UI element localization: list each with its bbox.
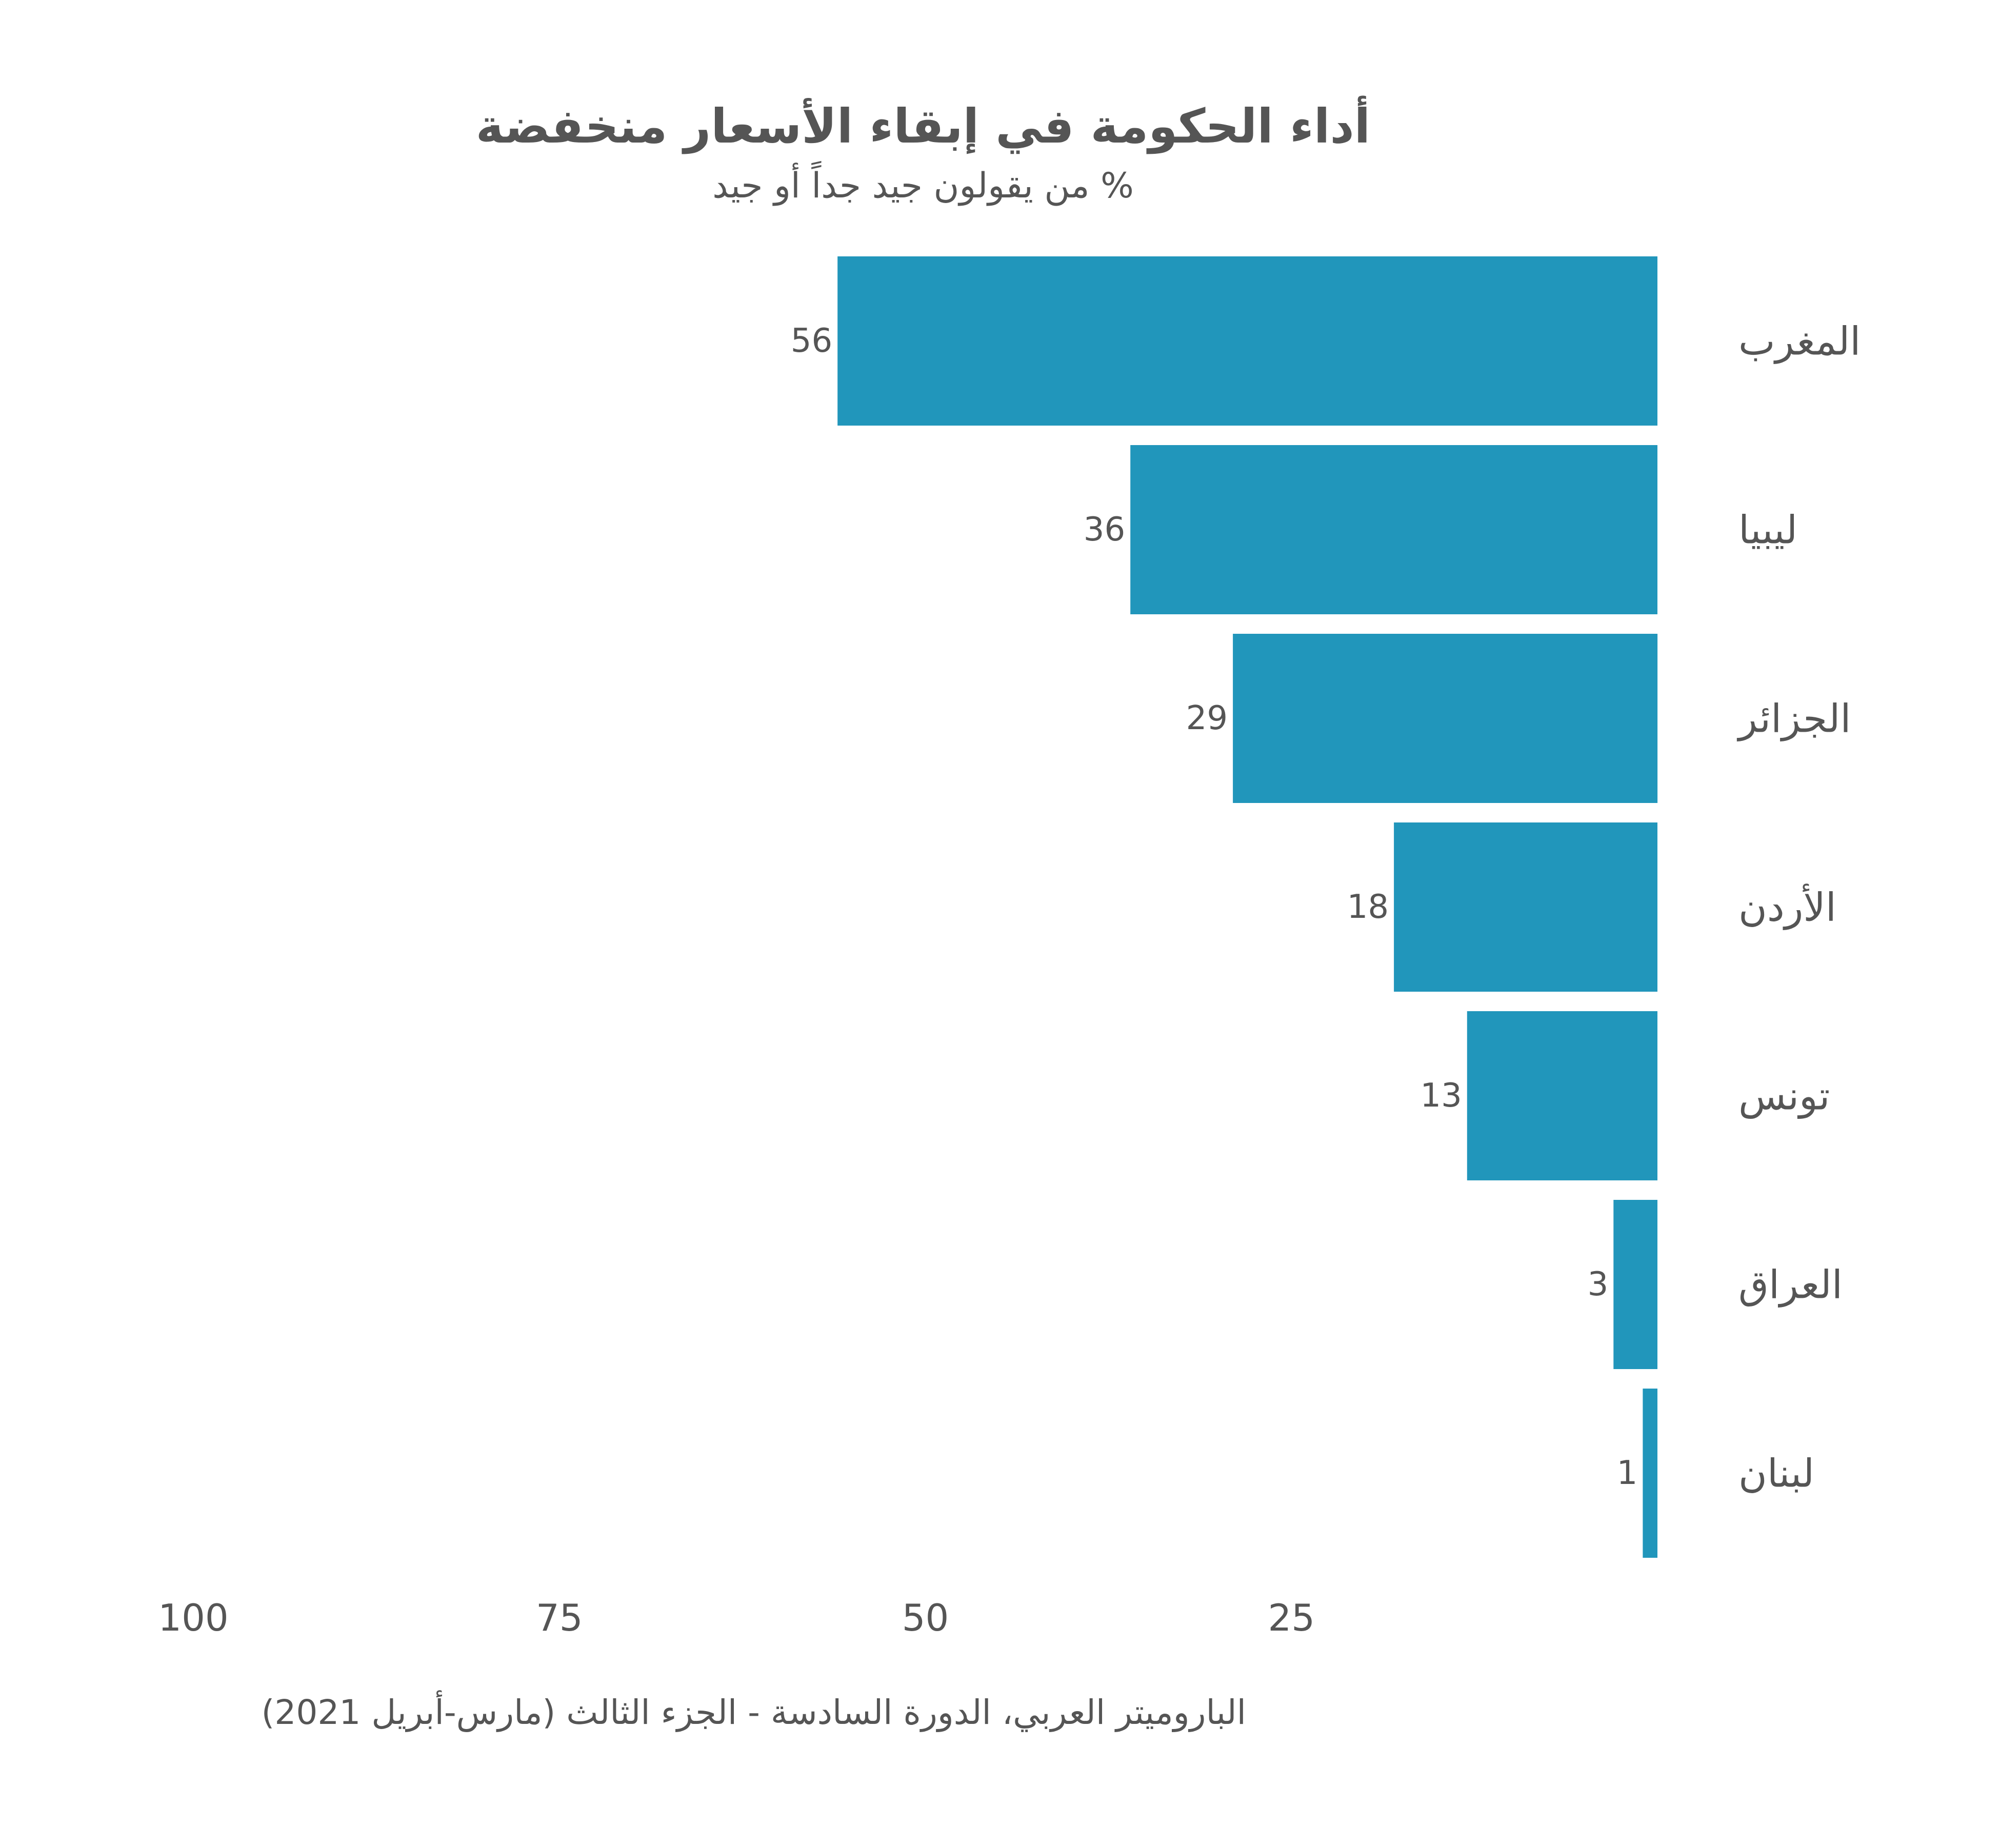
bar-value-label: 36 [1084, 511, 1125, 549]
bar-value-label: 18 [1347, 888, 1389, 926]
category-label: الجزائر [1736, 696, 1851, 742]
category-label: لبنان [1738, 1451, 1814, 1496]
x-tick-label: 100 [158, 1596, 228, 1639]
category-label: ليبيا [1738, 507, 1797, 553]
bar-2 [1130, 445, 1657, 614]
category-label: تونس [1738, 1073, 1830, 1119]
bar-value-label: 1 [1617, 1454, 1638, 1492]
chart-source: الباروميتر العربي، الدورة السادسة - الجز… [262, 1690, 1246, 1732]
bar-5 [1467, 1011, 1657, 1180]
x-tick-label: 75 [536, 1596, 583, 1639]
value-labels-group: 56 36 29 18 13 3 1 [791, 322, 1638, 1492]
bar-6 [1613, 1200, 1657, 1369]
x-axis-tick-labels: 100 75 50 25 [158, 1596, 1315, 1639]
category-label: الأردن [1738, 884, 1836, 931]
bar-7 [1643, 1389, 1657, 1558]
chart-title: أداء الحكومة في إبقاء الأسعار منخفضة [476, 95, 1370, 154]
x-tick-label: 25 [1268, 1596, 1315, 1639]
category-label: المغرب [1738, 318, 1861, 365]
bar-1 [837, 256, 1657, 426]
bar-value-label: 13 [1420, 1077, 1462, 1115]
bar-3 [1233, 634, 1658, 803]
bar-value-label: 3 [1588, 1266, 1609, 1303]
x-tick-label: 50 [902, 1596, 949, 1639]
bar-value-label: 29 [1186, 699, 1228, 737]
chart-subtitle: % من يقولون جيد جداً أو جيد [712, 160, 1134, 206]
bar-value-label: 56 [791, 322, 832, 360]
bar-4 [1394, 822, 1657, 992]
category-labels-group: المغرب ليبيا الجزائر الأردن تونس العراق لبنان [1736, 318, 1861, 1496]
category-label: العراق [1738, 1262, 1843, 1308]
bars-group [837, 256, 1658, 1558]
